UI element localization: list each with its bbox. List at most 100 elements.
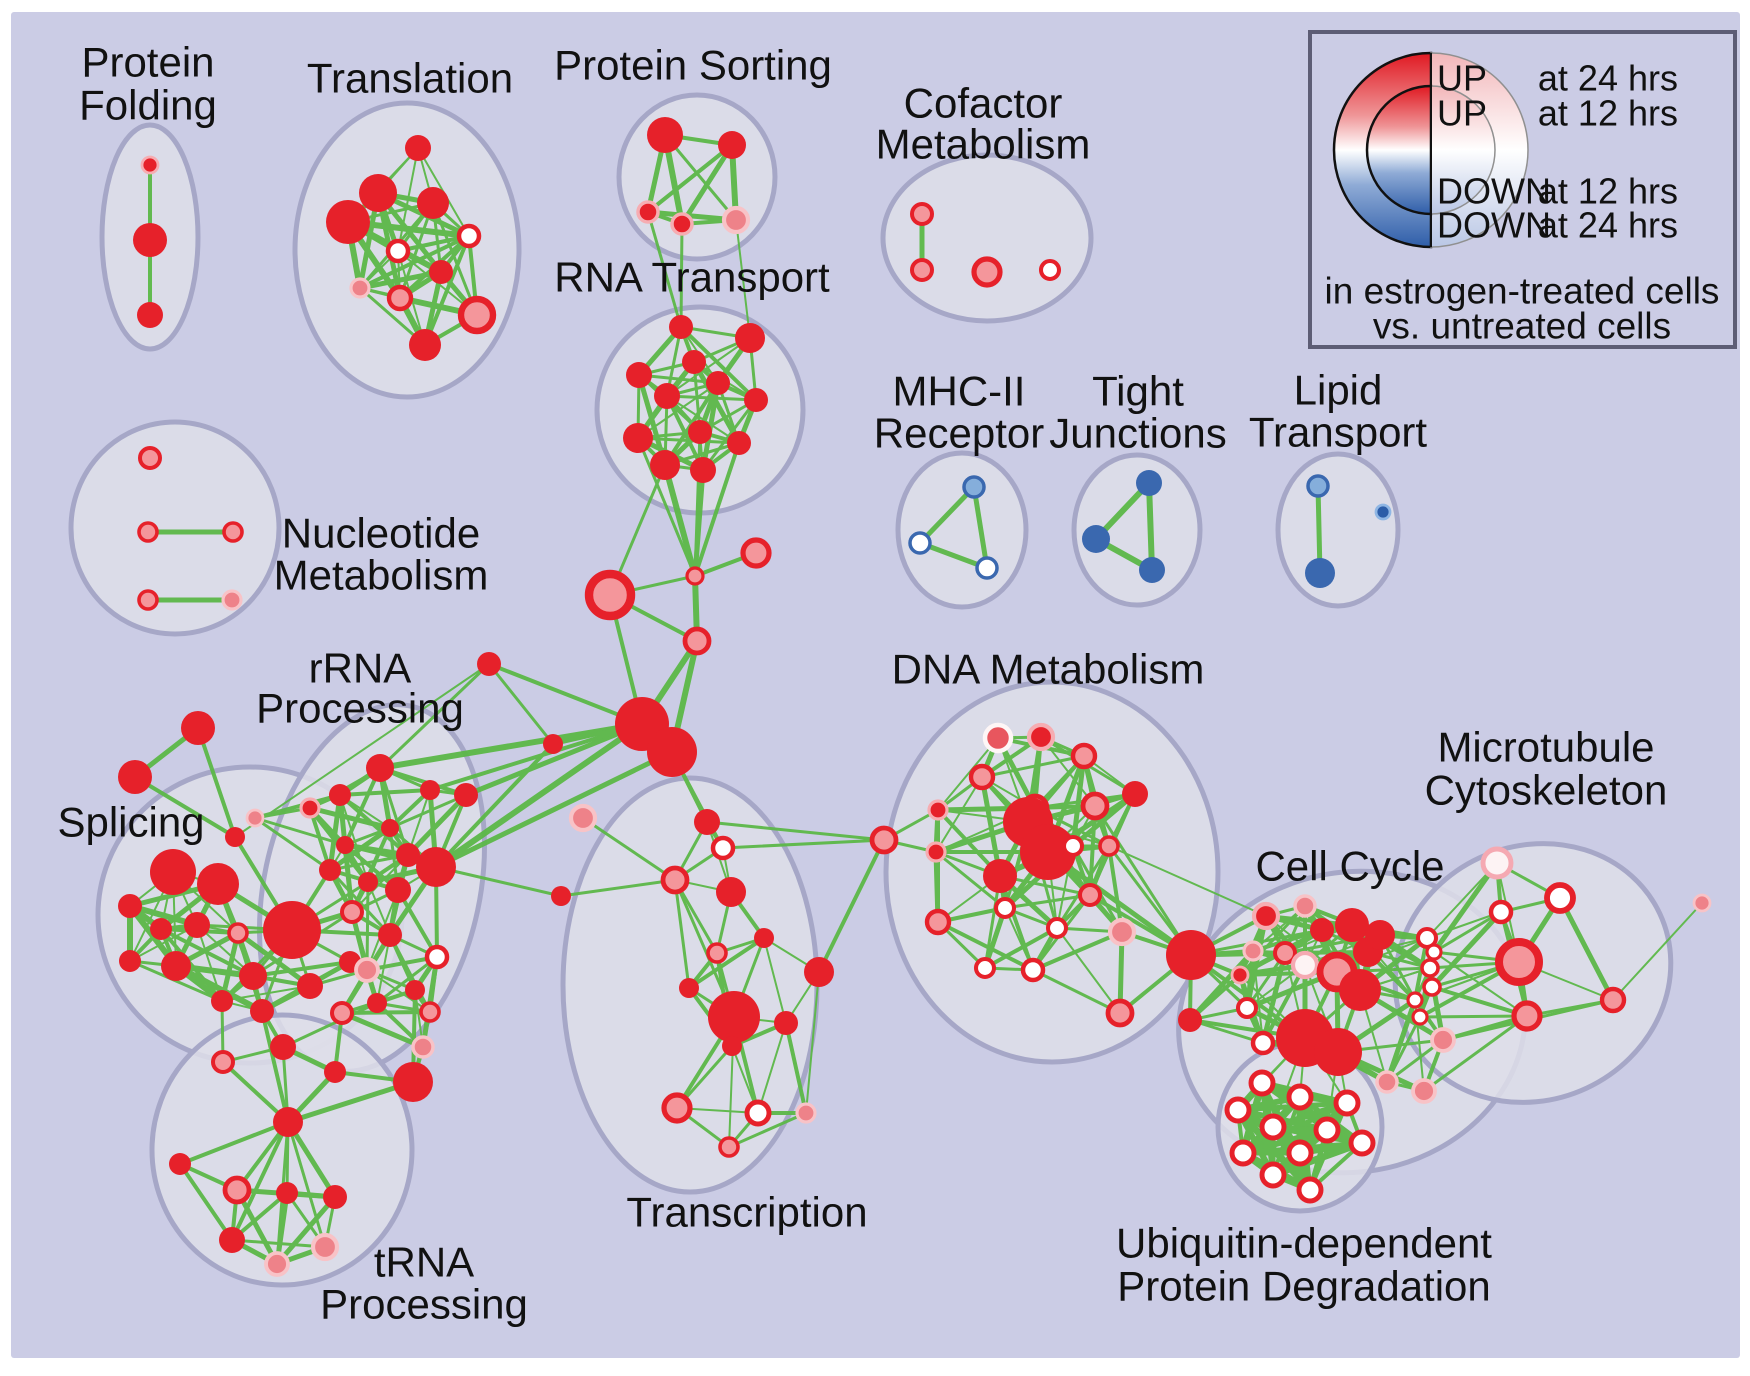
node-ub-0[interactable] [1248,1069,1276,1097]
node-free-0[interactable] [181,711,215,745]
node-tr-2[interactable] [222,1175,252,1205]
node-free-1[interactable] [118,760,152,794]
node-free-4[interactable] [543,734,563,754]
node-cc-7[interactable] [1290,950,1320,980]
node-rna-9[interactable] [727,431,751,455]
node-mt-5[interactable] [1422,977,1442,997]
node-ub-8[interactable] [1286,1139,1314,1167]
node-tr-7[interactable] [264,1251,290,1277]
node-tl-1[interactable] [359,174,397,212]
node-tr-11[interactable] [393,1062,433,1102]
node-rna-3[interactable] [626,362,652,388]
node-cc-5[interactable] [1242,940,1264,962]
node-ub-5[interactable] [1313,1116,1341,1144]
node-tj-0[interactable] [1136,470,1162,496]
node-cc-12[interactable] [1178,1008,1202,1032]
node-tr-0[interactable] [273,1107,303,1137]
node-cc-15[interactable] [1314,1028,1362,1076]
node-tx-2[interactable] [660,865,690,895]
node-tr-9[interactable] [270,1034,296,1060]
node-cc-1[interactable] [1293,894,1317,918]
node-ps-0[interactable] [647,117,683,153]
node-sp-1[interactable] [197,863,239,905]
node-tl-7[interactable] [349,277,371,299]
node-sp-6[interactable] [227,922,249,944]
node-dna-2[interactable] [1070,742,1098,770]
node-ps-2[interactable] [636,200,660,224]
node-rr-0[interactable] [366,754,394,782]
node-tx-8[interactable] [708,991,760,1043]
node-cc-10[interactable] [1230,965,1250,985]
node-sp-0[interactable] [150,849,196,895]
node-tl-2[interactable] [417,187,449,219]
node-cc-6[interactable] [1273,941,1297,965]
node-dna-1[interactable] [1026,722,1056,752]
node-sp-5[interactable] [184,912,210,938]
node-lt-1[interactable] [1305,558,1335,588]
node-rr-16[interactable] [354,957,380,983]
node-mhc-2[interactable] [975,556,999,580]
node-rna-10[interactable] [650,450,680,480]
node-sp-12[interactable] [297,973,323,999]
node-rr-17[interactable] [405,980,425,1000]
node-dna-10[interactable] [983,859,1017,893]
node-cc-9[interactable] [1339,969,1381,1011]
node-rna-7[interactable] [688,420,712,444]
node-ub-6[interactable] [1348,1129,1376,1157]
node-tl-5[interactable] [385,238,411,264]
node-ps-4[interactable] [721,205,751,235]
node-dna-11[interactable] [925,841,947,863]
node-free-8[interactable] [682,626,712,656]
node-mt-0[interactable] [1480,846,1514,880]
node-sp-8[interactable] [161,951,191,981]
node-mt-2[interactable] [1488,899,1514,925]
node-dna-20[interactable] [1020,957,1046,983]
node-dna-14[interactable] [924,908,952,936]
node-rr-10[interactable] [319,859,341,881]
node-cc-16[interactable] [1415,926,1439,950]
node-ub-7[interactable] [1229,1139,1257,1167]
node-rr-15[interactable] [378,923,402,947]
node-dna-16[interactable] [993,896,1017,920]
node-cc-13[interactable] [1250,1030,1276,1056]
node-tr-5[interactable] [219,1227,245,1253]
node-rr-8[interactable] [416,847,456,887]
node-dna-6[interactable] [1122,781,1148,807]
node-sp-11[interactable] [250,999,274,1023]
node-tx-6[interactable] [804,957,834,987]
node-ps-1[interactable] [718,131,746,159]
node-tx-1[interactable] [710,835,736,861]
node-sp-9[interactable] [239,962,267,990]
node-mt-4[interactable] [1495,938,1543,986]
node-nm-0[interactable] [138,446,162,470]
node-tl-6[interactable] [429,260,453,284]
node-tx-7[interactable] [679,978,699,998]
node-mhc-1[interactable] [908,531,932,555]
node-dna-17[interactable] [1045,916,1069,940]
node-lt-2[interactable] [1374,503,1392,521]
node-ub-9[interactable] [1259,1161,1287,1189]
node-mt-6[interactable] [1411,1008,1429,1026]
node-ps-3[interactable] [670,212,694,236]
node-tr-4[interactable] [323,1185,347,1209]
node-mt-8[interactable] [1599,986,1627,1014]
node-pf-1[interactable] [133,223,167,257]
node-dna-12[interactable] [1098,835,1120,857]
node-tx-0[interactable] [694,809,720,835]
node-cf-1[interactable] [910,258,934,282]
node-pf-2[interactable] [137,302,163,328]
node-ub-2[interactable] [1333,1089,1361,1117]
node-tr-1[interactable] [169,1153,191,1175]
node-lt-0[interactable] [1306,474,1330,498]
node-sp-4[interactable] [150,918,172,940]
node-ub-10[interactable] [1296,1176,1324,1204]
node-dna-15[interactable] [1078,883,1102,907]
node-pf-0[interactable] [140,155,160,175]
node-cc-2[interactable] [1335,908,1369,942]
node-dna-9[interactable] [1020,824,1076,880]
node-dna-18[interactable] [1107,917,1137,947]
node-free-13[interactable] [551,886,571,906]
node-sp-7[interactable] [119,950,141,972]
node-tx-10[interactable] [722,1036,742,1056]
node-sp-10[interactable] [211,990,233,1012]
